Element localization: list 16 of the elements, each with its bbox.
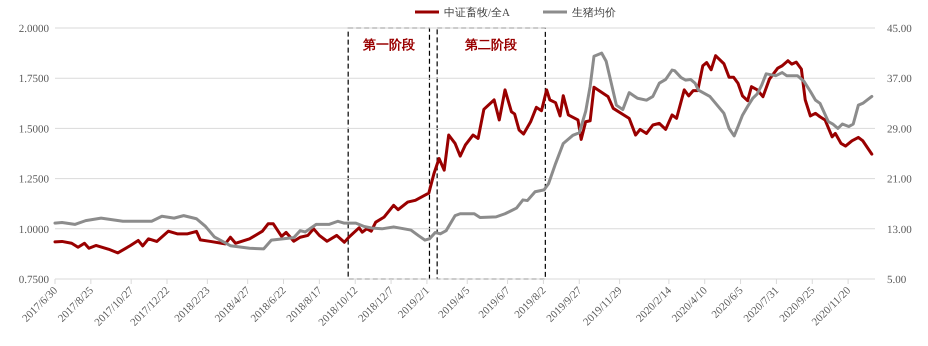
y-tick-label: 1.2500 bbox=[18, 174, 50, 186]
band-label: 第一阶段 bbox=[362, 37, 416, 52]
y2-tick-label: 37.00 bbox=[887, 73, 912, 86]
legend-label: 中证畜牧/全A bbox=[444, 6, 510, 19]
y2-tick-label: 21.00 bbox=[887, 174, 912, 186]
y2-tick-label: 45.00 bbox=[887, 23, 912, 35]
legend-label: 生猪均价 bbox=[572, 6, 616, 19]
y2-tick-label: 5.00 bbox=[887, 274, 907, 286]
y-tick-label: 0.7500 bbox=[18, 274, 50, 286]
y-tick-label: 2.0000 bbox=[18, 23, 50, 35]
y-tick-label: 1.0000 bbox=[18, 224, 50, 236]
y-tick-label: 1.5000 bbox=[18, 123, 50, 136]
y2-tick-label: 29.00 bbox=[887, 123, 912, 136]
band-label: 第二阶段 bbox=[464, 37, 518, 52]
y-tick-label: 1.7500 bbox=[18, 73, 50, 86]
y2-tick-label: 13.00 bbox=[887, 224, 912, 236]
